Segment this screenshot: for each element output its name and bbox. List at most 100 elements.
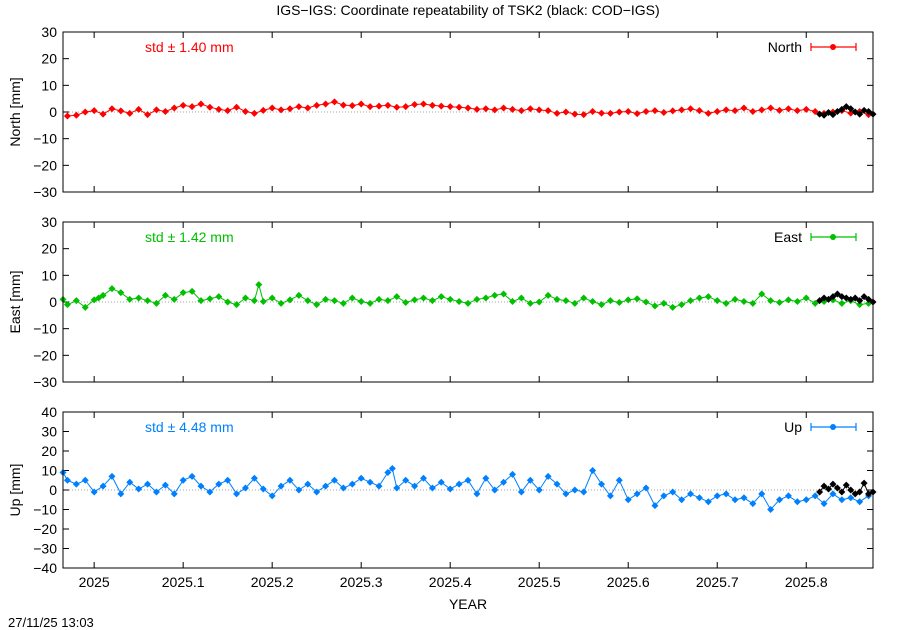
east-series-point <box>197 297 205 305</box>
up-series-point <box>388 465 396 473</box>
up-series-point <box>81 476 89 484</box>
up-series-point <box>793 498 801 506</box>
north-series-point <box>651 107 659 115</box>
north-series-point <box>286 105 294 113</box>
up-series-point <box>589 467 597 474</box>
east-series-point <box>179 289 187 297</box>
up-series-point <box>339 484 347 492</box>
east-series-point <box>802 294 810 302</box>
east-cod-series-point <box>856 297 864 305</box>
north-ytick-label: 20 <box>41 51 57 67</box>
east-series-point <box>544 291 552 299</box>
north-series-point <box>802 105 810 113</box>
east-series-point <box>562 297 570 305</box>
up-series-point <box>170 490 178 498</box>
up-series-point <box>428 484 436 492</box>
up-series-point <box>72 480 80 488</box>
up-panel: −40 −30 −20 −10 0 10 20 30 40 2025 2025.1 2025.2 202… <box>7 404 877 590</box>
x-tick-label: 2025.1 <box>162 574 205 590</box>
north-series-point <box>500 104 508 112</box>
up-series-point <box>135 485 143 493</box>
east-series-point <box>135 294 143 302</box>
up-series-point <box>767 506 775 513</box>
north-series-point <box>170 104 178 112</box>
up-series-point <box>393 484 401 492</box>
east-series-point <box>419 294 427 302</box>
north-series-point <box>517 107 525 115</box>
north-series-point <box>224 107 232 115</box>
up-series-point <box>411 482 419 490</box>
north-series-point <box>63 112 71 120</box>
east-series-point <box>571 299 579 307</box>
north-series-point <box>553 109 561 117</box>
up-series-point <box>482 474 490 482</box>
up-series-point <box>446 485 454 493</box>
x-tick-label: 2025.5 <box>518 574 561 590</box>
up-series-point <box>838 496 846 504</box>
up-series-point <box>704 498 712 506</box>
north-series-point <box>606 109 614 117</box>
up-series-point <box>152 488 160 496</box>
north-cod-series-point <box>865 107 873 115</box>
north-panel: −30 −20 −10 0 10 20 30 North [mm] std ± 1.40 mm N… <box>7 24 877 200</box>
up-std-label: std ± 4.48 mm <box>145 419 234 435</box>
up-series-point <box>277 482 285 490</box>
x-tick-label: 2025.7 <box>696 574 739 590</box>
east-series-point <box>286 296 294 304</box>
east-series-point <box>126 295 134 303</box>
north-series-point <box>589 107 597 115</box>
east-series-point <box>99 291 107 299</box>
up-series-point <box>375 482 383 490</box>
up-series-point <box>651 502 659 510</box>
north-series-point <box>241 107 249 115</box>
up-series-point <box>464 476 472 484</box>
north-series-point <box>99 110 107 118</box>
north-series-point <box>322 100 330 108</box>
east-series-point <box>411 296 419 304</box>
north-series-point <box>580 111 588 119</box>
north-ytick-label: 10 <box>41 77 57 93</box>
east-series-point <box>268 294 276 302</box>
east-series-point <box>642 298 650 306</box>
east-series-point <box>446 295 454 303</box>
up-series-point <box>179 476 187 484</box>
up-series-point <box>856 498 864 506</box>
north-series-point <box>117 107 125 115</box>
east-series-point <box>606 297 614 305</box>
up-series-point <box>811 492 819 500</box>
up-ytick-label: 10 <box>41 463 57 479</box>
east-series-point <box>117 289 125 297</box>
north-series-point <box>384 101 392 109</box>
up-cod-series-point <box>847 486 855 494</box>
north-series-point <box>313 101 321 109</box>
x-tick-label: 2025.4 <box>429 574 472 590</box>
north-series-point <box>411 101 419 109</box>
up-series-point <box>553 480 561 488</box>
up-series-point <box>419 474 427 482</box>
x-tick-label: 2025 <box>79 574 110 590</box>
x-tick-label: 2025.2 <box>251 574 294 590</box>
up-series-point <box>598 480 606 488</box>
up-cod-series-point <box>816 488 824 496</box>
up-series-point <box>491 486 499 494</box>
east-series-point <box>767 297 775 305</box>
north-series-point <box>713 107 721 115</box>
up-series-point <box>731 496 739 504</box>
north-series-point <box>295 103 303 111</box>
east-series-point <box>624 296 632 304</box>
north-series-point <box>108 105 116 113</box>
north-series-point <box>660 109 668 117</box>
east-series-point <box>339 299 347 307</box>
east-series-point <box>81 303 89 311</box>
north-series-point <box>206 103 214 111</box>
north-ytick-label: −10 <box>33 131 57 147</box>
east-series-point <box>722 299 730 307</box>
east-series-point <box>526 299 534 307</box>
north-series-point <box>197 100 205 108</box>
north-series-point <box>330 98 338 106</box>
east-std-label: std ± 1.42 mm <box>145 229 234 245</box>
up-series-point <box>366 478 374 486</box>
north-cod-series-point <box>847 105 855 113</box>
north-legend-marker <box>830 44 836 50</box>
